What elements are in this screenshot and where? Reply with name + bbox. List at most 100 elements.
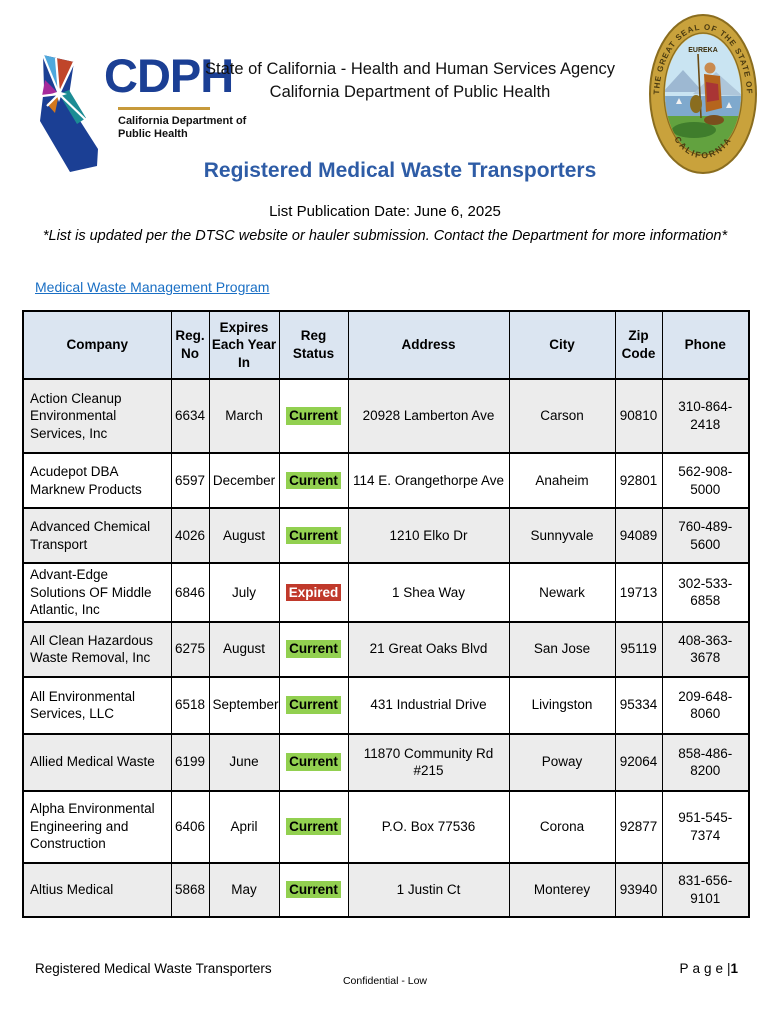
cell-status: Current — [278, 378, 349, 454]
cell-expires: December — [208, 452, 280, 509]
status-badge: Current — [286, 526, 341, 545]
cell-phone: 951-545-7374 — [661, 789, 750, 864]
cell-expires: March — [208, 378, 280, 454]
cell-reg-no: 6406 — [170, 789, 210, 864]
table-row: All Clean Hazardous Waste Removal, Inc 6… — [22, 620, 750, 678]
agency-line-2: California Department of Public Health — [269, 83, 551, 101]
cdph-logo: CDPH California Department of Public Hea… — [28, 52, 246, 174]
cell-address: 114 E. Orangethorpe Ave — [347, 452, 510, 509]
cell-address: 20928 Lamberton Ave — [347, 378, 510, 454]
cell-zip: 93940 — [614, 861, 663, 918]
status-badge: Current — [286, 407, 341, 425]
table-row: All Environmental Services, LLC 6518 Sep… — [22, 675, 750, 735]
cell-zip: 92877 — [614, 789, 663, 864]
cell-address: 11870 Community Rd #215 — [347, 732, 510, 792]
medical-waste-program-link[interactable]: Medical Waste Management Program — [35, 279, 270, 295]
logo-dept-line2: Public Health — [118, 128, 188, 141]
cell-status: Current — [278, 732, 349, 792]
status-badge: Current — [286, 640, 341, 658]
cell-company: All Clean Hazardous Waste Removal, Inc — [22, 620, 172, 678]
cell-company: Alpha Environmental Engineering and Cons… — [22, 789, 172, 864]
footer-page-number: Page|1 — [679, 961, 738, 976]
cell-city: Newark — [508, 562, 616, 623]
cell-zip: 19713 — [614, 562, 663, 623]
cell-phone: 302-533-6858 — [661, 562, 750, 623]
table-row: Altius Medical 5868 May Current 1 Justin… — [22, 861, 750, 918]
cell-expires: June — [208, 732, 280, 792]
cell-phone: 209-648-8060 — [661, 675, 750, 735]
cell-status: Current — [278, 452, 349, 509]
column-header-status: Reg Status — [278, 310, 349, 380]
cell-expires: August — [208, 620, 280, 678]
table-row: Action Cleanup Environmental Services, I… — [22, 378, 750, 454]
cell-zip: 92801 — [614, 452, 663, 509]
cell-company: Acudepot DBA Marknew Products — [22, 452, 172, 509]
status-badge: Expired — [285, 583, 342, 602]
cell-reg-no: 6846 — [170, 562, 210, 623]
table-header-row: Company Reg. No Expires Each Year In Reg… — [22, 310, 750, 380]
cell-phone: 831-656-9101 — [661, 861, 750, 918]
cell-reg-no: 6634 — [170, 378, 210, 454]
column-header-reg-no: Reg. No — [170, 310, 210, 380]
logo-dept-line1: California Department of — [118, 114, 247, 127]
cell-expires: August — [208, 507, 280, 564]
cell-address: P.O. Box 77536 — [347, 789, 510, 864]
status-badge: Current — [286, 880, 341, 899]
table-row: Acudepot DBA Marknew Products 6597 Decem… — [22, 452, 750, 509]
cell-company: Advanced Chemical Transport — [22, 507, 172, 564]
cell-company: All Environmental Services, LLC — [22, 675, 172, 735]
column-header-phone: Phone — [661, 310, 750, 380]
cell-status: Current — [278, 675, 349, 735]
status-badge: Current — [286, 753, 341, 771]
cell-city: Sunnyvale — [508, 507, 616, 564]
cell-zip: 95334 — [614, 675, 663, 735]
cell-expires: July — [208, 562, 280, 623]
cell-zip: 94089 — [614, 507, 663, 564]
table-row: Advant-Edge Solutions OF Middle Atlantic… — [22, 562, 750, 623]
california-state-icon — [40, 54, 98, 172]
cell-status: Expired — [278, 562, 349, 623]
cell-company: Action Cleanup Environmental Services, I… — [22, 378, 172, 454]
footer-document-title: Registered Medical Waste Transporters — [35, 961, 272, 976]
cell-city: Livingston — [508, 675, 616, 735]
status-badge: Current — [286, 471, 341, 490]
cell-address: 21 Great Oaks Blvd — [347, 620, 510, 678]
cell-city: San Jose — [508, 620, 616, 678]
cell-phone: 562-908-5000 — [661, 452, 750, 509]
table-row: Alpha Environmental Engineering and Cons… — [22, 789, 750, 864]
transporters-table: Company Reg. No Expires Each Year In Reg… — [22, 310, 750, 918]
agency-line-1: State of California - Health and Human S… — [205, 60, 615, 78]
cell-reg-no: 5868 — [170, 861, 210, 918]
cell-company: Altius Medical — [22, 861, 172, 918]
publication-date: List Publication Date: June 6, 2025 — [269, 203, 501, 220]
page-title: Registered Medical Waste Transporters — [203, 159, 597, 182]
cell-city: Anaheim — [508, 452, 616, 509]
cell-expires: April — [208, 789, 280, 864]
cell-reg-no: 6199 — [170, 732, 210, 792]
cell-city: Monterey — [508, 861, 616, 918]
cell-phone: 858-486-8200 — [661, 732, 750, 792]
cell-city: Carson — [508, 378, 616, 454]
cell-zip: 90810 — [614, 378, 663, 454]
update-note: *List is updated per the DTSC website or… — [42, 228, 728, 244]
column-header-address: Address — [347, 310, 510, 380]
cell-status: Current — [278, 507, 349, 564]
column-header-zip: Zip Code — [614, 310, 663, 380]
california-great-seal-icon: EUREKA THE GREAT SEAL OF THE STATE OF CA… — [649, 14, 757, 174]
cell-reg-no: 6597 — [170, 452, 210, 509]
column-header-city: City — [508, 310, 616, 380]
table-row: Allied Medical Waste 6199 June Current 1… — [22, 732, 750, 792]
cell-zip: 95119 — [614, 620, 663, 678]
status-badge: Current — [286, 696, 341, 714]
cell-zip: 92064 — [614, 732, 663, 792]
cell-address: 1 Shea Way — [347, 562, 510, 623]
footer-page-label: Page — [679, 961, 727, 976]
cell-reg-no: 6275 — [170, 620, 210, 678]
footer-confidentiality: Confidential - Low — [342, 975, 428, 987]
cell-status: Current — [278, 861, 349, 918]
cell-city: Corona — [508, 789, 616, 864]
logo-gold-rule — [118, 106, 210, 110]
cell-phone: 310-864-2418 — [661, 378, 750, 454]
seal-motto: EUREKA — [688, 47, 718, 54]
cell-reg-no: 4026 — [170, 507, 210, 564]
